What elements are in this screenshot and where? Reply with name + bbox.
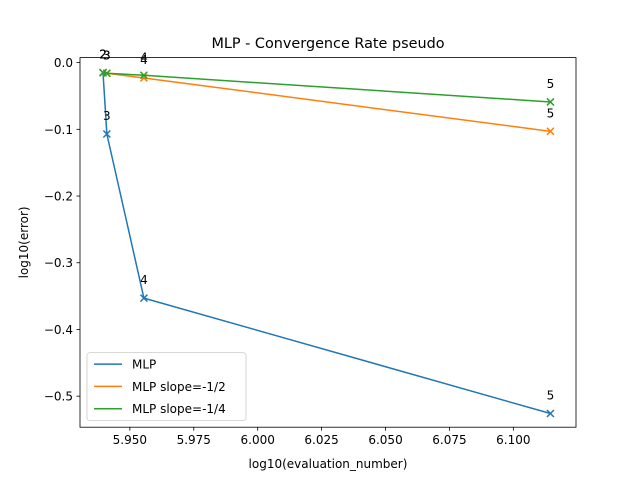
legend-label: MLP slope=-1/4 bbox=[132, 402, 226, 416]
x-marker bbox=[546, 409, 555, 418]
x-marker bbox=[139, 294, 148, 303]
x-marker bbox=[546, 97, 555, 106]
series-line bbox=[102, 71, 551, 103]
x-marker bbox=[102, 129, 111, 139]
legend: MLP MLP slope=-1/2 MLP slope=-1/4 bbox=[86, 352, 247, 422]
data-point bbox=[546, 97, 555, 106]
y-tick-label: −0.1 bbox=[44, 123, 73, 137]
x-tick-label: 6.000 bbox=[241, 433, 275, 447]
point-label: 2 bbox=[99, 48, 107, 62]
data-point bbox=[102, 69, 111, 78]
x-tick-label: 5.975 bbox=[177, 433, 211, 447]
point-label: 2 bbox=[99, 48, 107, 62]
x-tick-label: 6.050 bbox=[368, 433, 402, 447]
x-tick-label: 6.025 bbox=[304, 433, 338, 447]
point-label: 4 bbox=[140, 273, 148, 287]
point-label: 3 bbox=[103, 48, 111, 62]
y-axis-label: log10(error) bbox=[17, 206, 31, 278]
y-tick-label: −0.2 bbox=[44, 190, 73, 204]
x-tick-label: 6.075 bbox=[432, 433, 466, 447]
legend-box bbox=[86, 352, 247, 422]
point-label: 3 bbox=[103, 109, 111, 123]
point-label: 3 bbox=[103, 48, 111, 62]
y-tick-label: −0.5 bbox=[44, 390, 73, 404]
point-label: 2 bbox=[99, 48, 107, 62]
point-label: 5 bbox=[547, 106, 555, 120]
y-tick-label: −0.3 bbox=[44, 256, 73, 270]
x-axis: 5.950 5.975 6.000 6.025 6.050 6.075 6.100 bbox=[113, 427, 531, 447]
data-point bbox=[139, 71, 148, 80]
data-point bbox=[546, 409, 555, 418]
point-label: 5 bbox=[547, 389, 555, 403]
x-marker bbox=[546, 127, 555, 136]
legend-label: MLP bbox=[132, 358, 156, 372]
x-marker bbox=[102, 69, 111, 78]
chart-title: MLP - Convergence Rate pseudo bbox=[211, 36, 444, 52]
data-point bbox=[139, 294, 148, 303]
axes-frame bbox=[79, 57, 577, 428]
series-line bbox=[102, 72, 551, 415]
x-marker bbox=[98, 68, 108, 77]
data-point bbox=[546, 127, 555, 136]
x-axis-label: log10(evaluation_number) bbox=[249, 457, 408, 471]
data-point bbox=[102, 129, 111, 139]
x-marker bbox=[139, 71, 148, 80]
y-tick-label: 0.0 bbox=[54, 56, 73, 70]
y-axis: 0.0 −0.1 −0.2 −0.3 −0.4 −0.5 bbox=[44, 56, 80, 404]
y-tick-label: −0.4 bbox=[44, 323, 73, 337]
x-tick-label: 5.950 bbox=[113, 433, 147, 447]
point-label: 4 bbox=[140, 53, 148, 67]
point-label: 5 bbox=[547, 77, 555, 91]
legend-label: MLP slope=-1/2 bbox=[132, 380, 226, 394]
x-tick-label: 6.100 bbox=[496, 433, 530, 447]
